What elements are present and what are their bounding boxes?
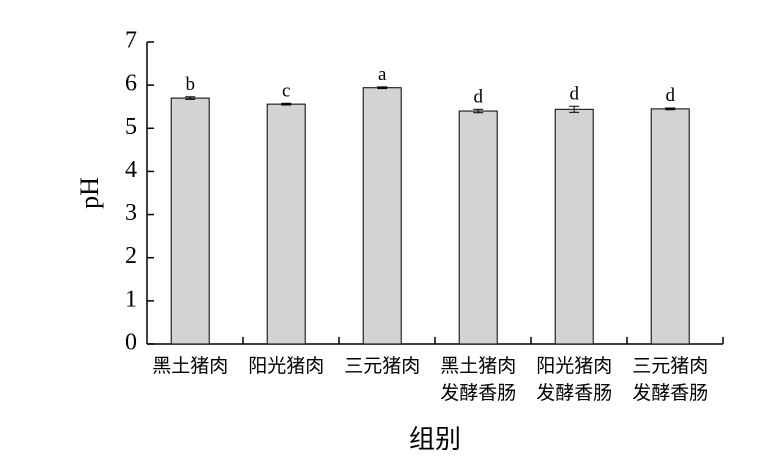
x-tick-label-line: 黑土猪肉 [440, 355, 516, 377]
bar [554, 108, 594, 345]
y-tick-label: 4 [125, 157, 137, 183]
y-tick-label: 3 [125, 200, 137, 226]
y-tick-label: 5 [125, 114, 137, 140]
x-tick-label-line: 阳光猪肉 [248, 355, 324, 377]
x-tick-label: 三元猪肉发酵香肠 [632, 355, 708, 404]
y-axis-title: pH [75, 177, 104, 209]
y-tick-label: 2 [125, 243, 137, 269]
significance-label: a [378, 64, 387, 85]
y-tick-label: 6 [125, 71, 137, 97]
x-tick-label: 阳光猪肉 [248, 355, 324, 377]
bar [170, 97, 210, 345]
x-tick-label-line: 三元猪肉 [632, 355, 708, 377]
x-tick-label: 阳光猪肉发酵香肠 [536, 355, 612, 404]
significance-label: b [185, 74, 195, 95]
y-tick-label: 1 [125, 286, 137, 312]
x-tick-label-line: 发酵香肠 [536, 382, 612, 404]
bar [458, 110, 498, 345]
x-tick-label-line: 发酵香肠 [440, 382, 516, 404]
x-tick-label-line: 三元猪肉 [344, 355, 420, 377]
x-axis-title: 组别 [409, 425, 461, 454]
bar [362, 87, 402, 345]
y-tick-label: 0 [125, 330, 137, 356]
x-tick-label-line: 发酵香肠 [632, 382, 708, 404]
x-tick-label: 三元猪肉 [344, 355, 420, 377]
bar [650, 108, 690, 345]
significance-label: d [665, 85, 675, 106]
significance-label: c [282, 80, 290, 101]
x-tick-label: 黑土猪肉发酵香肠 [440, 355, 516, 404]
x-tick-label-line: 阳光猪肉 [536, 355, 612, 377]
significance-label: d [569, 83, 579, 104]
x-tick-label: 黑土猪肉 [152, 355, 228, 377]
significance-label: d [473, 86, 483, 107]
bar [266, 103, 306, 345]
x-tick-label-line: 黑土猪肉 [152, 355, 228, 377]
y-tick-label: 7 [125, 28, 137, 54]
